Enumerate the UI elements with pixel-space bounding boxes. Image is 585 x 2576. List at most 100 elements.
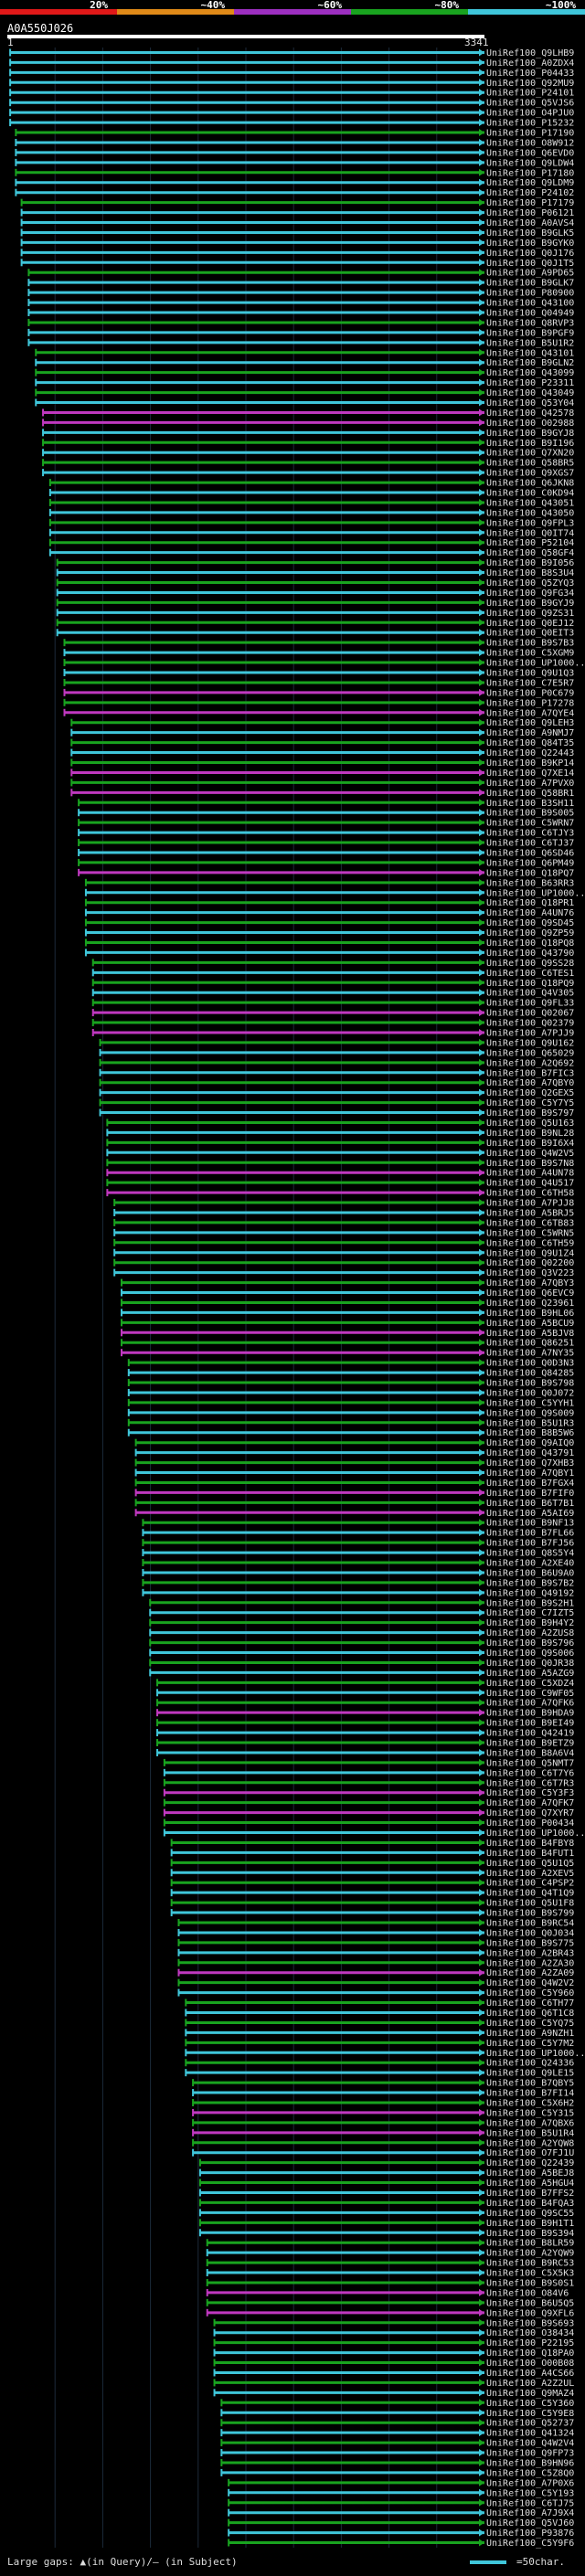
hit-label[interactable]: UniRef100_B5U1R3 (486, 1418, 574, 1428)
hit-label[interactable]: UniRef100_Q43100 (486, 299, 574, 309)
hit-label[interactable]: UniRef100_C6TES1 (486, 969, 574, 979)
hit-row[interactable]: UniRef100_B9S7N8 (106, 1159, 574, 1169)
hit-label[interactable]: UniRef100_A4CS66 (486, 2369, 574, 2379)
hit-row[interactable]: UniRef100_Q9FG34 (56, 588, 575, 599)
hit-row[interactable]: UniRef100_A7QYE4 (63, 708, 574, 718)
hit-label[interactable]: UniRef100_C6T7Y6 (486, 1768, 574, 1778)
hit-label[interactable]: UniRef100_Q9LDW4 (486, 158, 574, 168)
hit-row[interactable]: UniRef100_Q6T1C8 (185, 2009, 574, 2019)
hit-row[interactable]: UniRef100_P93876 (228, 2528, 574, 2539)
hit-row[interactable]: UniRef100_Q18PA0 (213, 2348, 575, 2359)
hit-row[interactable]: UniRef100_A4UN76 (84, 908, 574, 918)
hit-row[interactable]: UniRef100_Q6EVD0 (15, 148, 574, 158)
hit-label[interactable]: UniRef100_B9EI49 (486, 1719, 574, 1729)
hit-label[interactable]: UniRef100_A2YQW8 (486, 2138, 574, 2148)
hit-label[interactable]: UniRef100_A0AVS4 (486, 218, 574, 228)
hit-label[interactable]: UniRef100_Q4T1Q9 (486, 1889, 574, 1899)
hit-row[interactable]: UniRef100_Q18PQ8 (84, 938, 574, 949)
hit-label[interactable]: UniRef100_A4UN76 (486, 908, 574, 918)
hit-label[interactable]: UniRef100_Q0D3N3 (486, 1359, 574, 1369)
hit-label[interactable]: UniRef100_Q43101 (486, 348, 574, 358)
hit-label[interactable]: UniRef100_Q49192 (486, 1588, 574, 1598)
hit-label[interactable]: UniRef100_Q9SS28 (486, 959, 574, 969)
hit-row[interactable]: UniRef100_C5X6H2 (192, 2098, 574, 2108)
hit-row[interactable]: UniRef100_A7PJJ8 (113, 1199, 574, 1209)
hit-row[interactable]: UniRef100_A7QBY1 (134, 1468, 575, 1479)
hit-row[interactable]: UniRef100_Q43050 (48, 508, 574, 518)
hit-row[interactable]: UniRef100_Q43099 (35, 368, 574, 378)
hit-label[interactable]: UniRef100_A7PJJ8 (486, 1199, 574, 1209)
hit-label[interactable]: UniRef100_Q53Y04 (486, 398, 574, 408)
hit-label[interactable]: UniRef100_B7QBY5 (486, 2079, 574, 2089)
hit-label[interactable]: UniRef100_B9H1T1 (486, 2219, 574, 2229)
hit-row[interactable]: UniRef100_Q18PQ7 (78, 868, 574, 878)
hit-label[interactable]: UniRef100_B9I196 (486, 439, 574, 449)
hit-label[interactable]: UniRef100_C6TJY3 (486, 829, 574, 839)
hit-label[interactable]: UniRef100_Q22439 (486, 2158, 574, 2168)
hit-label[interactable]: UniRef100_P22195 (486, 2338, 574, 2348)
hit-row[interactable]: UniRef100_Q58GF4 (48, 548, 574, 558)
hit-row[interactable]: UniRef100_A7PVX0 (70, 779, 574, 789)
hit-row[interactable]: UniRef100_B7FIF0 (134, 1489, 575, 1499)
hit-row[interactable]: UniRef100_UP1000... (163, 1829, 585, 1839)
hit-label[interactable]: UniRef100_A5HGU4 (486, 2178, 574, 2189)
hit-label[interactable]: UniRef100_Q9ZS31 (486, 609, 574, 619)
hit-row[interactable]: UniRef100_P15232 (9, 119, 574, 129)
hit-label[interactable]: UniRef100_B9HN96 (486, 2458, 574, 2468)
hit-label[interactable]: UniRef100_Q02379 (486, 1019, 574, 1029)
hit-label[interactable]: UniRef100_Q7XN20 (486, 449, 574, 459)
hit-row[interactable]: UniRef100_Q5U163 (106, 1118, 574, 1129)
hit-label[interactable]: UniRef100_Q5U163 (486, 1118, 574, 1129)
hit-row[interactable]: UniRef100_P04433 (9, 69, 574, 79)
hit-label[interactable]: UniRef100_B9I6X4 (486, 1139, 574, 1149)
hit-row[interactable]: UniRef100_Q58BR5 (42, 459, 574, 469)
hit-label[interactable]: UniRef100_A7QFK6 (486, 1699, 574, 1709)
hit-label[interactable]: UniRef100_Q18PQ9 (486, 979, 574, 989)
hit-label[interactable]: UniRef100_C5Y3F3 (486, 1788, 574, 1798)
hit-label[interactable]: UniRef100_Q5VJS6 (486, 99, 574, 109)
hit-label[interactable]: UniRef100_Q6EVD0 (486, 148, 574, 158)
hit-label[interactable]: UniRef100_B7FIF0 (486, 1489, 574, 1499)
hit-label[interactable]: UniRef100_UP1000... (486, 888, 585, 898)
hit-label[interactable]: UniRef100_Q6JKN8 (486, 479, 574, 489)
hit-label[interactable]: UniRef100_C5Y9F6 (486, 2539, 574, 2549)
hit-row[interactable]: UniRef100_A5BCU9 (120, 1319, 574, 1329)
hit-row[interactable]: UniRef100_B7QBY5 (192, 2079, 574, 2089)
hit-label[interactable]: UniRef100_B9HL06 (486, 1309, 574, 1319)
hit-label[interactable]: UniRef100_P17179 (486, 198, 574, 208)
hit-label[interactable]: UniRef100_Q8RVP3 (486, 318, 574, 328)
hit-row[interactable]: UniRef100_Q18PQ9 (91, 979, 575, 989)
hit-label[interactable]: UniRef100_C9WF05 (486, 1689, 574, 1699)
hit-row[interactable]: UniRef100_C5YYH1 (127, 1398, 575, 1408)
hit-row[interactable]: UniRef100_P80900 (27, 289, 574, 299)
hit-row[interactable]: UniRef100_P17180 (15, 168, 574, 178)
hit-label[interactable]: UniRef100_B9GLK7 (486, 279, 574, 289)
hit-label[interactable]: UniRef100_Q41324 (486, 2429, 574, 2439)
hit-row[interactable]: UniRef100_C5XDZ4 (156, 1679, 574, 1689)
hit-label[interactable]: UniRef100_Q6EVC9 (486, 1288, 574, 1299)
hit-row[interactable]: UniRef100_C6TB83 (113, 1218, 574, 1228)
hit-row[interactable]: UniRef100_Q5VJS6 (9, 99, 574, 109)
hit-row[interactable]: UniRef100_Q9S006 (149, 1648, 574, 1659)
hit-label[interactable]: UniRef100_Q23961 (486, 1299, 574, 1309)
hit-row[interactable]: UniRef100_C4PSP2 (170, 1879, 575, 1889)
hit-row[interactable]: UniRef100_A2XEV5 (170, 1869, 575, 1879)
hit-label[interactable]: UniRef100_A2XE40 (486, 1559, 574, 1569)
hit-label[interactable]: UniRef100_C6T7R3 (486, 1778, 574, 1788)
hit-row[interactable]: UniRef100_B9GLN2 (35, 358, 574, 368)
hit-label[interactable]: UniRef100_B7FFS2 (486, 2189, 574, 2199)
hit-row[interactable]: UniRef100_A2YQW9 (206, 2249, 575, 2259)
hit-label[interactable]: UniRef100_UP1000... (486, 659, 585, 669)
hit-row[interactable]: UniRef100_Q7XHB3 (134, 1458, 575, 1468)
hit-row[interactable]: UniRef100_B4FQA3 (198, 2199, 574, 2209)
hit-row[interactable]: UniRef100_B9GLK5 (20, 228, 575, 239)
hit-row[interactable]: UniRef100_Q9LHB9 (9, 48, 574, 58)
hit-label[interactable]: UniRef100_Q5VJ60 (486, 2518, 574, 2528)
hit-row[interactable]: UniRef100_Q9XGS7 (42, 469, 574, 479)
hit-row[interactable]: UniRef100_Q9FP73 (220, 2449, 574, 2459)
hit-label[interactable]: UniRef100_Q9LHB9 (486, 48, 574, 58)
hit-row[interactable]: UniRef100_B9S775 (177, 1938, 574, 1948)
hit-label[interactable]: UniRef100_Q7XYR7 (486, 1808, 574, 1818)
hit-label[interactable]: UniRef100_B8S3U4 (486, 568, 574, 578)
hit-label[interactable]: UniRef100_C6TJ75 (486, 2498, 574, 2508)
